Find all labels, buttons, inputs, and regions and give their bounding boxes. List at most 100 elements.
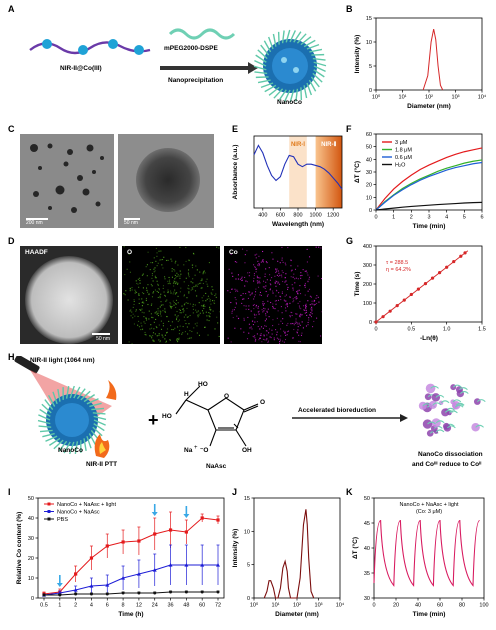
eds-signal [208,311,210,314]
eds-signal [277,260,279,262]
data-point [216,563,220,567]
eds-signal [140,329,142,331]
eds-signal [260,326,263,328]
legend-label: NanoCo + NaAsc + light [57,502,116,508]
eds-signal [251,293,253,295]
eds-signal [203,270,205,272]
eds-signal [259,277,261,279]
eds-signal [144,333,146,336]
eds-signal [240,328,242,330]
eds-signal [209,306,211,308]
nanoparticle-dot [63,161,69,167]
x-axis-tick-label: 48 [183,603,189,609]
eds-signal [201,287,203,289]
data-point [200,516,204,520]
eds-signal [186,326,188,328]
eds-signal [203,304,205,306]
chart-k: 0 20 40 60 80 100 30 35 40 45 50 Time (min) ΔT (°C) N… [351,496,489,618]
eds-signal [308,276,311,278]
eds-signal [151,296,154,298]
eds-signal [152,339,154,341]
eds-signal [174,293,176,295]
eds-signal [296,297,298,299]
eds-signal [310,311,312,314]
oxygen-map: O [122,246,220,344]
x-axis-tick-label: 10³ [452,95,460,101]
eds-signal [272,307,274,309]
eds-signal [252,335,254,337]
eds-signal [285,300,287,302]
eds-signal [187,316,189,318]
eds-signal [174,278,176,280]
peg-spike [57,388,61,402]
data-point [459,254,463,258]
data-point [438,271,442,275]
eds-signal [277,310,279,312]
eds-signal [141,325,143,327]
eds-signal [312,303,314,305]
eds-signal [151,274,153,277]
eds-signal [204,272,206,274]
nanoparticle-dot [30,144,38,152]
eds-signal [251,320,254,323]
light-arrow-head-icon [56,583,63,587]
y-axis-label: Intensity (%) [354,35,361,74]
data-point [137,539,141,543]
eds-signal [167,291,169,294]
cobalt-bead-icon [134,45,144,55]
eds-signal [244,285,246,287]
eds-signal [185,302,187,304]
eds-signal [276,337,278,339]
eds-signal [304,270,306,272]
eds-signal [179,325,181,327]
eds-signal [180,312,182,314]
eds-signal [176,339,178,342]
eds-signal [274,308,276,310]
eds-signal [289,296,291,298]
result-line-2: and Coᴵᴵᴵ reduce to Coᴵᴵ [412,461,482,468]
eds-signal [242,292,244,295]
eds-signal [296,321,298,324]
y-axis-tick-label: 10 [244,529,250,535]
eds-signal [169,305,171,307]
x-axis-tick-label: 10¹ [272,603,280,609]
eds-signal [307,300,309,302]
eds-signal [214,328,216,330]
eds-signal [259,334,261,336]
eds-signal [267,341,269,343]
eds-signal [193,286,195,288]
eds-signal [265,290,267,293]
eds-signal [295,313,297,315]
data-point [169,590,173,594]
x-axis-tick-label: 0.5 [40,603,48,609]
peg-fragment [452,384,462,388]
eds-signal [241,277,243,279]
eds-signal [160,311,162,313]
h-label: H [184,391,189,398]
x-axis-tick-label: 60 [199,603,205,609]
eds-signal [311,306,313,308]
data-point [121,540,125,544]
nanoparticle-dot [47,143,53,149]
eds-signal [253,296,256,298]
eds-signal [137,324,139,326]
eds-signal [256,253,258,255]
peg-spike [263,40,272,53]
eds-signal [203,326,206,328]
eds-signal [255,268,257,270]
eds-signal [247,316,249,319]
tem-image-high-mag: 50 nm [118,134,214,228]
eds-signal [163,276,166,278]
eds-signal [199,282,201,284]
eds-signal [173,280,175,282]
eds-signal [238,317,240,320]
eds-signal [174,262,176,264]
eds-signal [185,323,187,325]
x-axis-tick-label: 600 [276,213,285,219]
eds-signal [178,339,180,341]
eds-signal [175,292,177,294]
eds-signal [154,275,156,277]
x-axis-label: Time (min) [413,223,446,230]
eds-signal [194,323,196,325]
eds-signal [187,302,189,304]
